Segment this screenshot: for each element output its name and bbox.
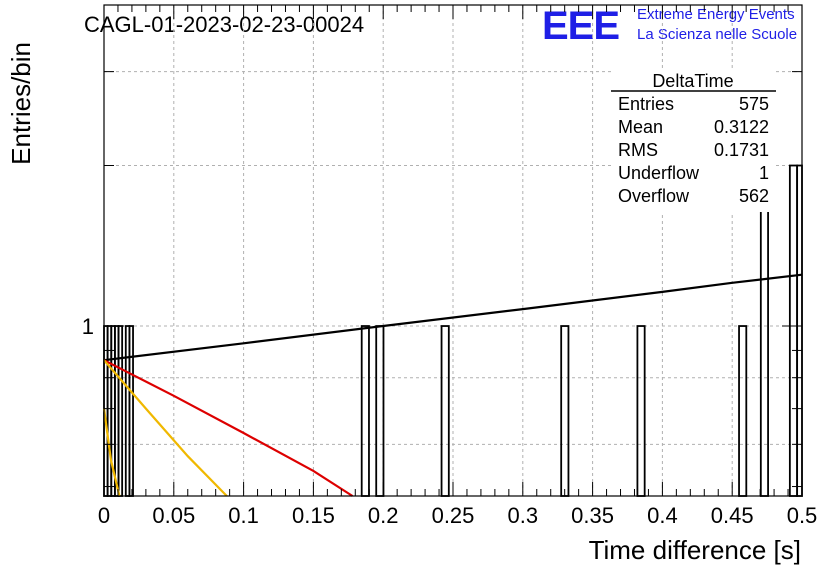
stats-row-label: Mean [618, 117, 663, 137]
histogram-bar [128, 325, 134, 497]
stats-row-value: 1 [759, 163, 769, 183]
stats-row-label: RMS [618, 140, 658, 160]
x-tick-label: 0.4 [647, 503, 678, 528]
x-tick-label: 0.2 [368, 503, 399, 528]
x-axis-ticks: 0 0.05 0.1 0.15 0.2 0.25 0.3 0.35 0.4 0.45 0.5 [98, 5, 817, 528]
fit-curve [103, 273, 803, 362]
histogram-bar [759, 164, 769, 497]
x-tick-label: 0.1 [228, 503, 259, 528]
eee-logo: EEE Extreme Energy Events La Scienza nel… [542, 4, 797, 48]
histogram-bar [636, 325, 646, 497]
histogram-bar [360, 325, 370, 497]
x-tick-label: 0.3 [508, 503, 539, 528]
x-tick-label: 0.5 [787, 503, 818, 528]
fit-curve [102, 408, 121, 497]
stats-row-label: Entries [618, 94, 674, 114]
stats-row-label: Underflow [618, 163, 700, 183]
fit-curves [102, 273, 803, 497]
stats-row-label: Overflow [618, 186, 690, 206]
x-tick-label: 0.45 [711, 503, 754, 528]
chart-title: CAGL-01-2023-02-23-00024 [84, 12, 364, 37]
logo-line-2: La Scienza nelle Scuole [637, 26, 797, 43]
x-tick-label: 0.25 [432, 503, 475, 528]
histogram-bar [788, 164, 799, 497]
histogram-bar [560, 325, 570, 497]
eee-logo-mark: EEE [542, 4, 619, 48]
histogram-bar [440, 325, 450, 497]
histogram-bar [375, 325, 385, 497]
fit-curve [103, 359, 354, 497]
logo-line-1: Extreme Energy Events [637, 6, 795, 23]
stats-row-value: 562 [739, 186, 769, 206]
y-axis-ticks: 1 [82, 71, 802, 488]
histogram-bar [117, 325, 124, 497]
stats-box-background [611, 70, 776, 212]
stats-title: DeltaTime [652, 71, 733, 91]
stats-row-value: 575 [739, 94, 769, 114]
stats-box: DeltaTime Entries 575 Mean 0.3122 RMS 0.1731 U… [611, 70, 776, 212]
stats-row-value: 0.3122 [714, 117, 769, 137]
x-tick-label: 0 [98, 503, 110, 528]
stats-row-value: 0.1731 [714, 140, 769, 160]
y-axis-label: Entries/bin [6, 42, 36, 165]
x-tick-label: 0.15 [292, 503, 335, 528]
histogram-bar [738, 325, 748, 497]
stats-rows: Entries 575 Mean 0.3122 RMS 0.1731 Underflow 1 O… [618, 94, 769, 206]
histogram-bar [796, 164, 803, 497]
fit-curve [103, 359, 228, 497]
x-tick-label: 0.35 [571, 503, 614, 528]
x-tick-label: 0.05 [152, 503, 195, 528]
x-axis-label: Time difference [s] [589, 535, 801, 565]
y-tick-label: 1 [82, 314, 94, 339]
